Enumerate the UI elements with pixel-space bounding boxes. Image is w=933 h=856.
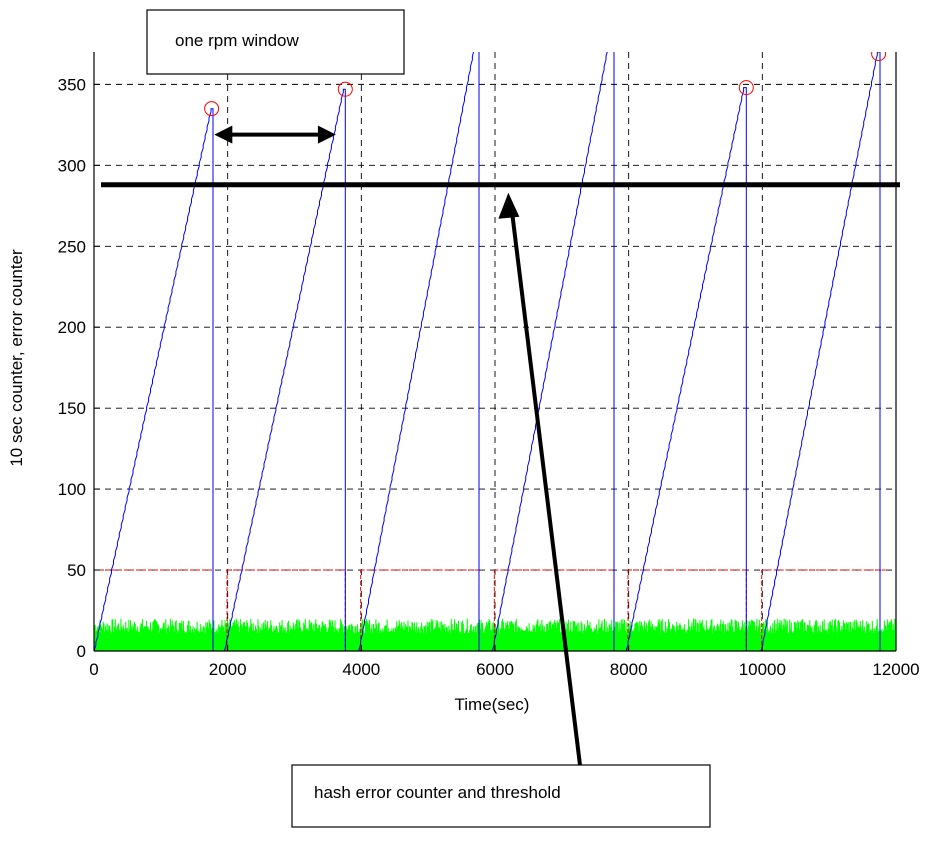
threshold-pointer-head <box>498 192 520 219</box>
y-tick-label: 0 <box>77 642 86 661</box>
window-arrowhead-right <box>317 125 336 144</box>
threshold-label: hash error counter and threshold <box>314 783 561 802</box>
window-arrowhead-left <box>214 125 233 144</box>
y-tick-label: 50 <box>67 561 86 580</box>
threshold-label-box <box>291 764 711 828</box>
grid <box>94 52 896 651</box>
peak-marker <box>337 81 353 97</box>
peak-marker <box>738 80 754 96</box>
y-tick-label: 200 <box>58 318 86 337</box>
y-axis-label: 10 sec counter, error counter <box>7 249 26 467</box>
x-tick-label: 8000 <box>610 660 648 679</box>
x-tick-label: 0 <box>89 660 98 679</box>
window-label-box <box>146 9 405 75</box>
threshold-pointer-line <box>510 214 582 766</box>
x-tick-label: 10000 <box>739 660 786 679</box>
x-tick-label: 12000 <box>872 660 919 679</box>
y-tick-label: 150 <box>58 399 86 418</box>
x-tick-label: 4000 <box>342 660 380 679</box>
counter-series <box>94 52 881 651</box>
y-tick-label: 250 <box>58 237 86 256</box>
x-tick-label: 2000 <box>209 660 247 679</box>
peak-marker <box>871 52 887 62</box>
axes: 0 2000 4000 6000 8000 10000 12000 0 50 100 150 200 2… <box>58 52 920 679</box>
y-tick-label: 100 <box>58 480 86 499</box>
annotations: one rpm window hash error counter and th… <box>146 9 711 828</box>
x-tick-label: 6000 <box>476 660 514 679</box>
x-axis-label: Time(sec) <box>455 695 530 714</box>
y-tick-label: 300 <box>58 156 86 175</box>
peak-marker <box>204 101 220 117</box>
y-tick-label: 350 <box>58 75 86 94</box>
window-label: one rpm window <box>175 31 300 50</box>
